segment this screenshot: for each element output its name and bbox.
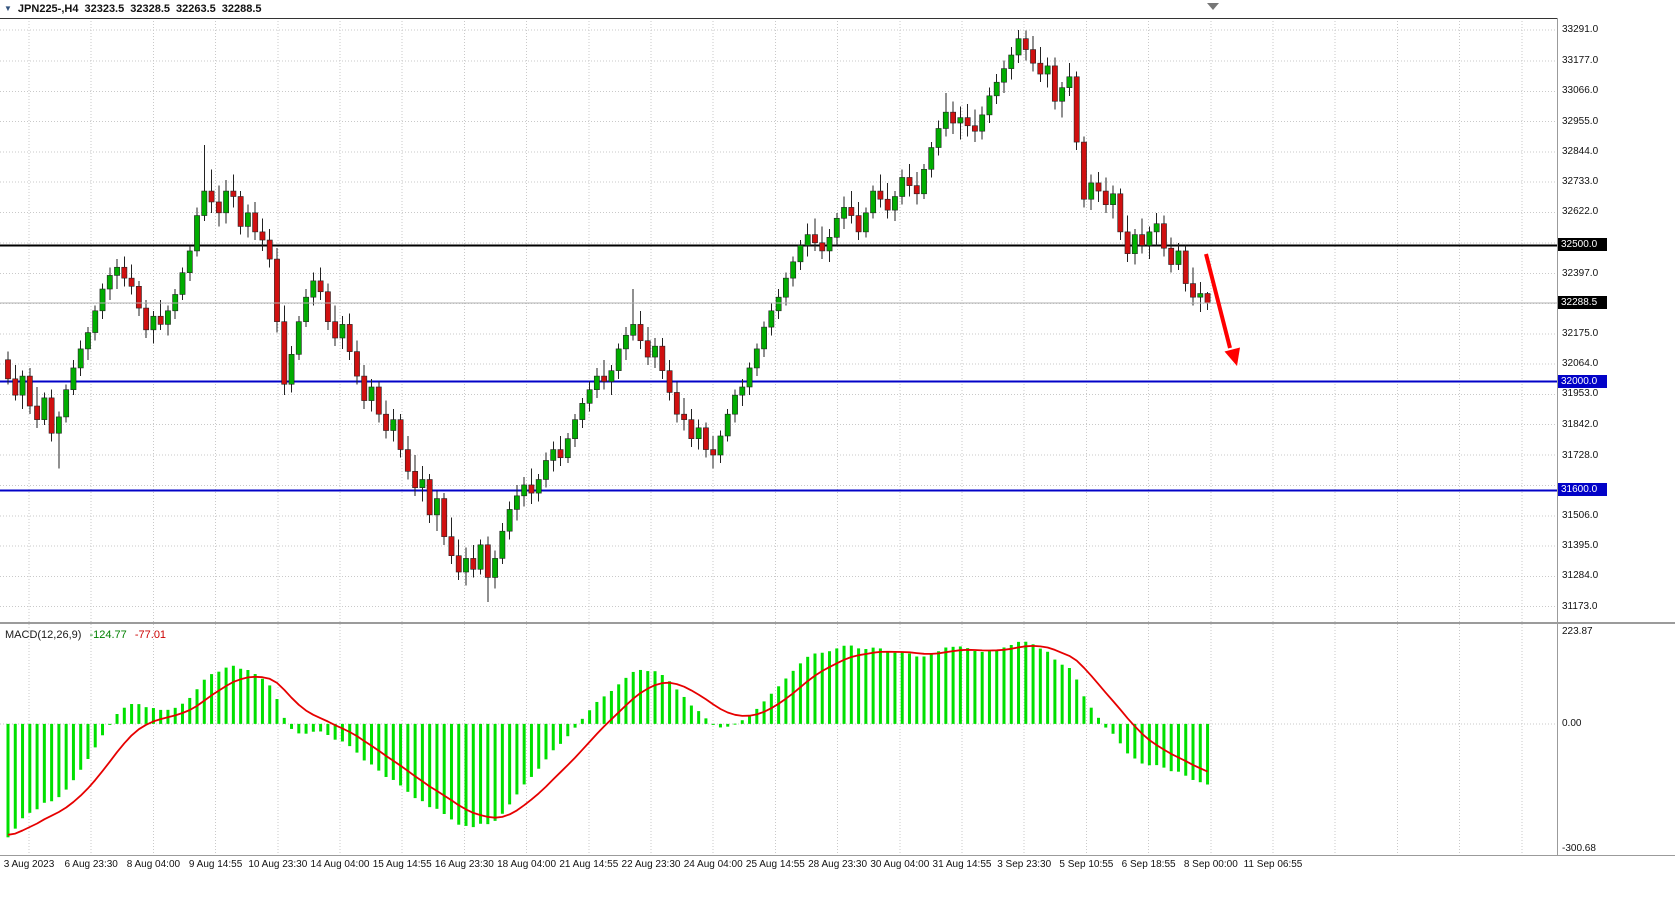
price-tick-label: 31173.0 xyxy=(1562,600,1598,612)
price-tick-label: 32622.0 xyxy=(1562,206,1599,218)
price-tick-label: 32175.0 xyxy=(1562,327,1599,339)
macd-tick-label: -300.68 xyxy=(1562,843,1596,854)
time-tick-label: 21 Aug 14:55 xyxy=(559,859,619,870)
hline-price-badge: 32500.0 xyxy=(1558,238,1607,252)
candle-bodies-layer xyxy=(5,38,1211,578)
bid-price-badge: 32288.5 xyxy=(1558,296,1607,310)
price-tick-label: 31728.0 xyxy=(1562,449,1599,461)
horizontal-line-objects[interactable] xyxy=(0,244,1557,492)
time-tick-label: 15 Aug 14:55 xyxy=(372,859,432,870)
macd-tick-label: 0.00 xyxy=(1562,717,1582,729)
ohlc-close-value: 32288.5 xyxy=(221,3,262,15)
one-click-trading-icon[interactable]: ▼ xyxy=(4,4,12,13)
time-tick-label: 31 Aug 14:55 xyxy=(932,859,992,870)
time-tick-label: 11 Sep 06:55 xyxy=(1243,859,1303,870)
ohlc-high-value: 32328.5 xyxy=(130,3,170,15)
price-axis[interactable]: 33291.0 33177.0 33066.0 32955.0 32844.0 32733… xyxy=(1558,0,1675,856)
time-tick-label: 30 Aug 04:00 xyxy=(870,859,930,870)
hline-price-badge: 32000.0 xyxy=(1558,374,1607,388)
time-tick-label: 8 Aug 04:00 xyxy=(126,859,181,870)
price-tick-label: 32397.0 xyxy=(1562,267,1599,279)
price-tick-label: 33291.0 xyxy=(1562,24,1599,36)
macd-indicator-label: MACD(12,26,9) -124.77 -77.01 xyxy=(5,629,166,641)
grid-layer xyxy=(0,18,1557,854)
time-tick-label: 6 Sep 18:55 xyxy=(1121,859,1176,870)
price-tick-label: 33066.0 xyxy=(1562,85,1599,97)
price-tick-label: 31284.0 xyxy=(1562,570,1599,582)
price-tick-label: 31395.0 xyxy=(1562,540,1599,552)
hline-price-badge: 31600.0 xyxy=(1558,483,1607,497)
time-tick-label: 6 Aug 23:30 xyxy=(64,859,118,870)
macd-histogram xyxy=(6,641,1210,838)
macd-signal-value: -77.01 xyxy=(134,629,167,641)
macd-name-label: MACD(12,26,9) xyxy=(5,629,82,641)
price-tick-label: 32955.0 xyxy=(1562,115,1599,127)
macd-tick-label: 223.87 xyxy=(1562,626,1593,637)
price-tick-label: 31953.0 xyxy=(1562,388,1599,400)
price-tick-label: 31506.0 xyxy=(1562,509,1599,521)
time-axis[interactable]: 3 Aug 2023 6 Aug 23:30 8 Aug 04:00 9 Aug 14… xyxy=(0,857,1558,879)
time-tick-label: 3 Sep 23:30 xyxy=(997,859,1052,870)
time-tick-label: 18 Aug 04:00 xyxy=(497,859,557,870)
symbol-bar: ▼ JPN225-,H4 32323.5 32328.5 32263.5 322… xyxy=(4,2,262,16)
time-tick-label: 3 Aug 2023 xyxy=(3,859,55,870)
price-tick-label: 32064.0 xyxy=(1562,358,1599,370)
price-tick-label: 32733.0 xyxy=(1562,176,1599,188)
time-tick-label: 16 Aug 23:30 xyxy=(434,859,494,870)
chart-shift-marker-icon[interactable] xyxy=(1207,3,1219,10)
time-tick-label: 5 Sep 10:55 xyxy=(1059,859,1114,870)
time-tick-label: 8 Sep 00:00 xyxy=(1183,859,1238,870)
time-tick-label: 9 Aug 14:55 xyxy=(188,859,243,870)
time-tick-label: 22 Aug 23:30 xyxy=(621,859,681,870)
price-tick-label: 33177.0 xyxy=(1562,55,1599,67)
candle-wicks-layer xyxy=(7,30,1209,602)
macd-main-value: -124.77 xyxy=(89,629,127,641)
time-tick-label: 25 Aug 14:55 xyxy=(745,859,805,870)
ohlc-open-value: 32323.5 xyxy=(84,3,125,15)
macd-signal-line xyxy=(7,645,1208,836)
time-tick-label: 10 Aug 23:30 xyxy=(248,859,308,870)
price-tick-label: 32844.0 xyxy=(1562,145,1599,157)
down-arrow-annotation[interactable] xyxy=(1204,253,1240,366)
time-tick-label: 24 Aug 04:00 xyxy=(683,859,743,870)
time-tick-label: 14 Aug 04:00 xyxy=(310,859,370,870)
ohlc-low-value: 32263.5 xyxy=(176,3,216,15)
symbol-timeframe-label: JPN225-,H4 xyxy=(17,3,79,15)
time-tick-label: 28 Aug 23:30 xyxy=(808,859,868,870)
price-tick-label: 31842.0 xyxy=(1562,418,1599,430)
